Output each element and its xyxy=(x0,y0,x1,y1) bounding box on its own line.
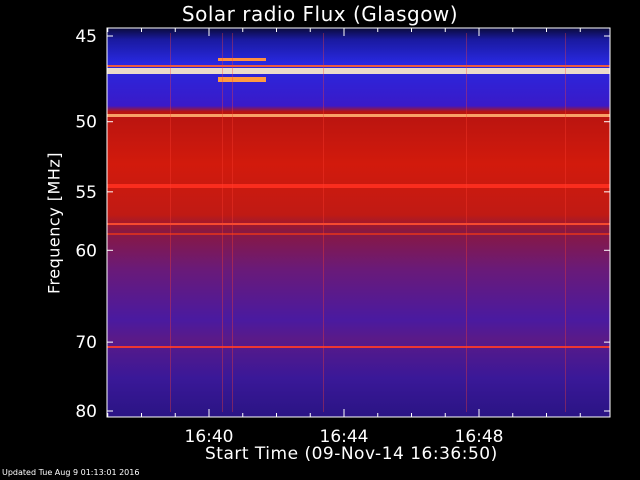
x-tick-label: 16:40 xyxy=(185,427,234,447)
band-orange xyxy=(107,114,610,117)
band-mid xyxy=(107,233,610,235)
burst-patch xyxy=(218,58,266,61)
band-bright xyxy=(107,68,610,74)
y-tick-label: 45 xyxy=(75,27,97,47)
time-streak xyxy=(565,33,566,412)
band-bright-edge xyxy=(107,65,610,67)
x-tick-label: 16:44 xyxy=(320,427,369,447)
time-streak xyxy=(323,33,324,412)
y-tick-label: 50 xyxy=(75,113,97,133)
plot-frame xyxy=(106,27,611,418)
time-streak xyxy=(232,33,233,412)
x-tick-label: 16:48 xyxy=(455,427,504,447)
time-streak xyxy=(222,33,223,412)
chart-title: Solar radio Flux (Glasgow) xyxy=(181,2,459,26)
updated-timestamp: Updated Tue Aug 9 01:13:01 2016 xyxy=(2,468,140,477)
x-axis: 16:40 16:44 16:48 xyxy=(107,28,581,447)
y-axis: 45 50 55 60 70 80 xyxy=(75,27,610,422)
spectrogram-background xyxy=(107,28,610,417)
band-red xyxy=(107,184,610,188)
x-axis-label: Start Time (09-Nov-14 16:36:50) xyxy=(205,444,498,464)
time-streak xyxy=(170,33,171,412)
spectrogram-features xyxy=(107,33,610,412)
band-mid xyxy=(107,223,610,225)
time-streak xyxy=(466,33,467,412)
y-tick-label: 70 xyxy=(75,333,97,353)
y-axis-label: Frequency [MHz] xyxy=(44,152,64,294)
burst-patch xyxy=(218,77,266,82)
y-tick-label: 80 xyxy=(75,402,97,422)
band-lower xyxy=(107,346,610,348)
y-tick-label: 60 xyxy=(75,241,97,261)
y-tick-label: 55 xyxy=(75,183,97,203)
